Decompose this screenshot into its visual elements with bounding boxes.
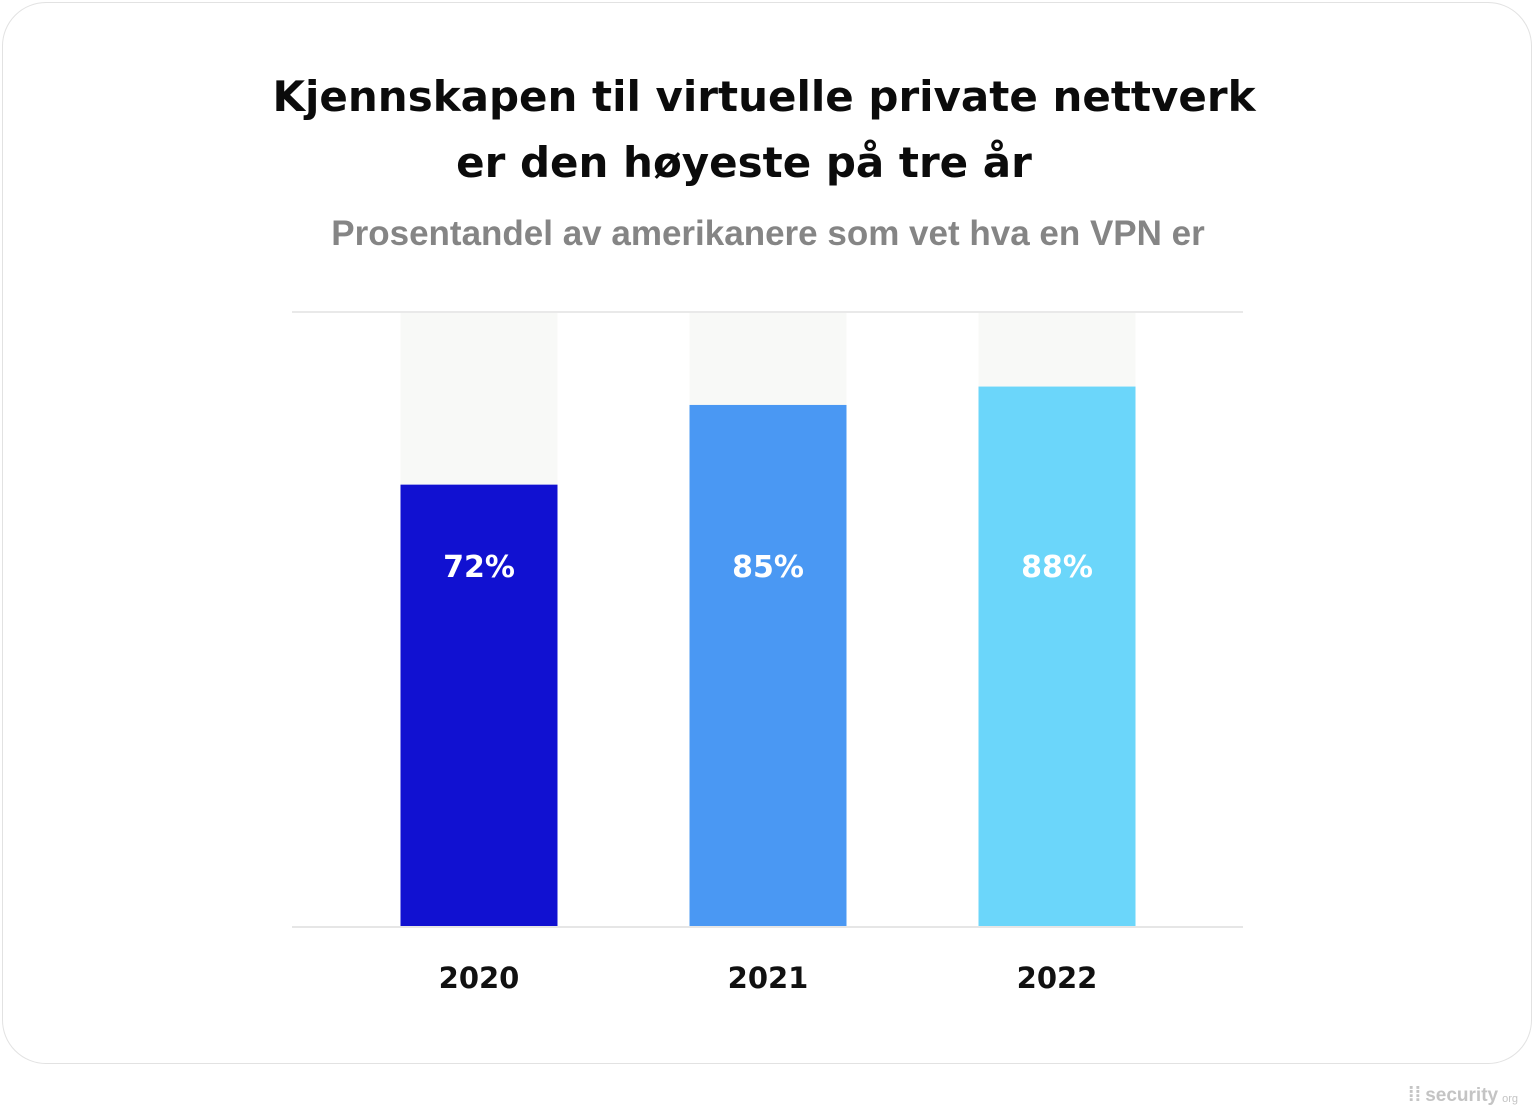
security-logo-icon: ⁞⁞ xyxy=(1407,1084,1422,1106)
brand-suffix: org xyxy=(1502,1092,1518,1105)
data-label-2021: 85% xyxy=(732,550,804,585)
x-tick-label-2020: 2020 xyxy=(439,961,520,995)
bar-2022 xyxy=(978,386,1136,926)
chart-title-line-2: er den høyeste på tre år xyxy=(456,138,1032,187)
data-label-2022: 88% xyxy=(1021,550,1093,585)
brand-watermark: ⁞⁞ security org xyxy=(1408,1084,1518,1107)
chart-title-line-1: Kjennskapen til virtuelle private nettve… xyxy=(272,72,1256,121)
data-label-2020: 72% xyxy=(443,550,515,585)
chart-subtitle: Prosentandel av amerikanere som vet hva … xyxy=(331,214,1205,253)
x-tick-label-2022: 2022 xyxy=(1017,961,1098,995)
bar-2020 xyxy=(400,484,558,926)
bar-2021 xyxy=(689,404,847,926)
brand-name: security xyxy=(1425,1084,1499,1106)
x-tick-label-2021: 2021 xyxy=(728,961,809,995)
